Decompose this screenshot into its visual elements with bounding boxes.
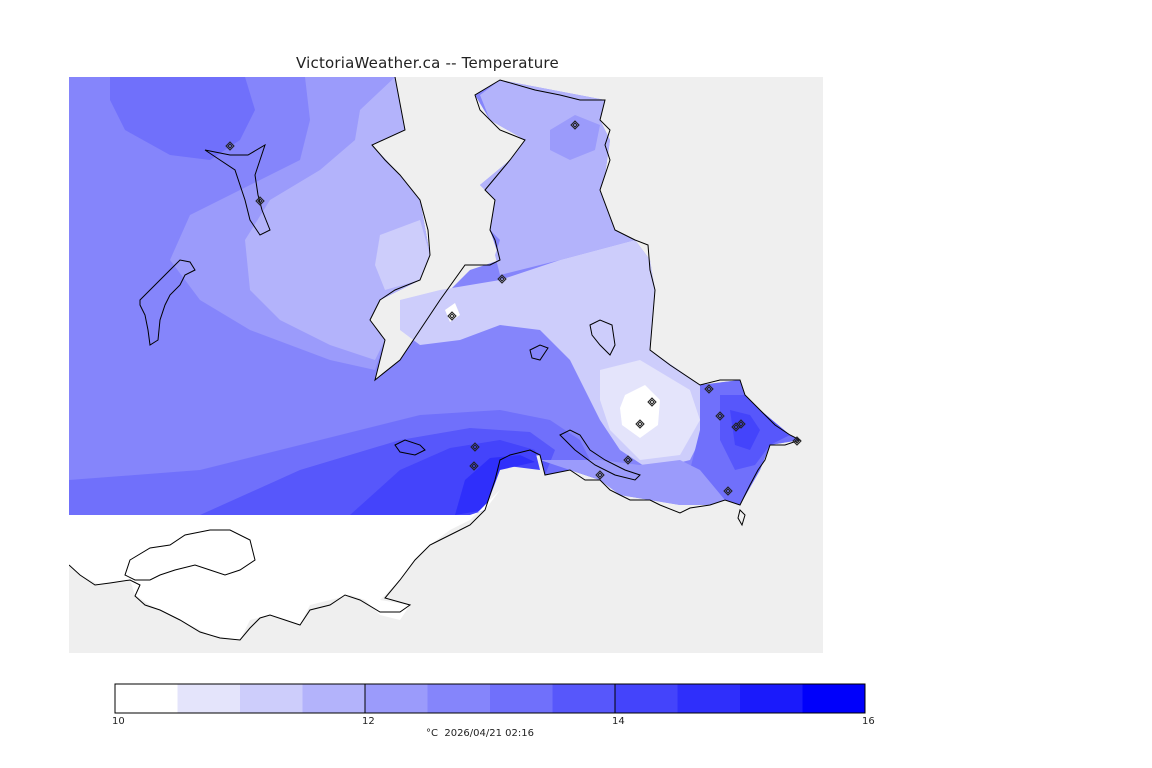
legend-tick-label: 12	[362, 716, 375, 727]
legend-swatch	[240, 684, 303, 713]
station-marker	[623, 455, 633, 465]
units-timestamp: °C 2026/04/21 02:16	[426, 728, 534, 739]
station-marker	[647, 397, 657, 407]
legend-swatch	[615, 684, 678, 713]
station-marker	[470, 442, 480, 452]
station-marker	[715, 411, 725, 421]
legend-tick-label: 10	[112, 716, 125, 727]
legend-swatch	[115, 684, 178, 713]
temperature-contours	[69, 77, 800, 515]
legend-swatch	[427, 684, 491, 713]
station-marker	[469, 461, 479, 471]
map-title: VictoriaWeather.ca -- Temperature	[296, 54, 559, 72]
legend-swatch	[302, 684, 366, 713]
station-marker	[635, 419, 645, 429]
station-marker	[595, 470, 605, 480]
station-marker	[570, 120, 580, 130]
unplotted-region	[69, 490, 500, 640]
legend-swatch	[365, 684, 428, 713]
station-marker	[447, 311, 457, 321]
legend-swatch	[490, 684, 553, 713]
legend-swatch	[552, 684, 616, 713]
station-marker	[792, 436, 802, 446]
legend-swatch	[177, 684, 241, 713]
station-marker	[736, 419, 746, 429]
legend-swatch	[740, 684, 803, 713]
legend-swatch	[677, 684, 741, 713]
coastlines	[69, 77, 802, 641]
station-marker	[704, 384, 714, 394]
weather-stations	[225, 120, 802, 496]
station-marker	[723, 486, 733, 496]
legend-swatch	[802, 684, 866, 713]
station-marker	[225, 141, 235, 151]
legend-tick-label: 16	[862, 716, 875, 727]
station-marker	[497, 274, 507, 284]
station-marker	[255, 196, 265, 206]
legend-tick-label: 14	[612, 716, 625, 727]
